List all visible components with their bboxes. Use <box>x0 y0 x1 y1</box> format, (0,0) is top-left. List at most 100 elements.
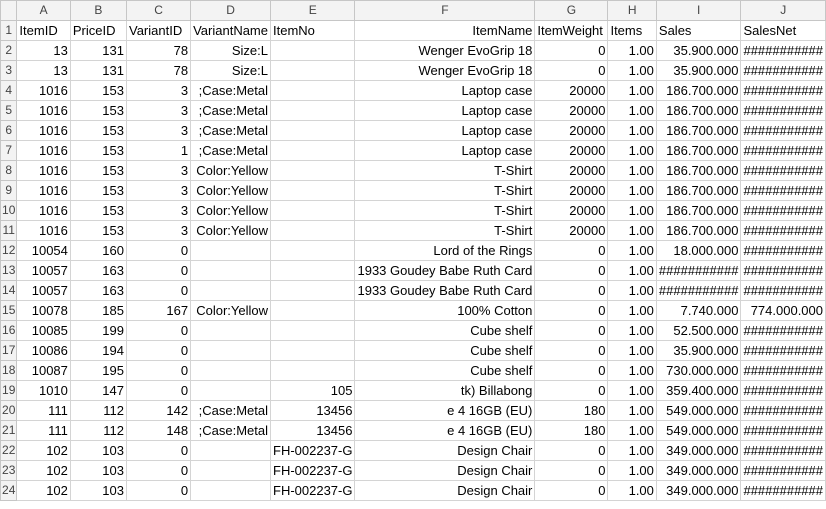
cell-itemid[interactable]: 1016 <box>16 100 71 121</box>
cell-priceid[interactable]: 112 <box>69 420 127 441</box>
column-header-j[interactable]: J <box>740 0 826 21</box>
cell-itemname[interactable]: Cube shelf <box>354 320 536 341</box>
cell-itemno[interactable] <box>269 260 356 281</box>
cell-sales[interactable]: 349.000.000 <box>655 460 742 481</box>
cell-sales[interactable]: 186.700.000 <box>655 80 742 101</box>
cell-variantname[interactable]: ;Case:Metal <box>190 400 271 421</box>
cell-salesnet[interactable]: ########### <box>740 40 826 61</box>
cell-priceid[interactable]: 112 <box>69 400 127 421</box>
cell-itemweight[interactable]: 20000 <box>534 120 609 141</box>
cell-variantname[interactable] <box>190 320 271 341</box>
cell-variantname[interactable]: Color:Yellow <box>190 160 271 181</box>
cell-itemid[interactable]: 1016 <box>16 180 71 201</box>
cell-variantname[interactable] <box>190 440 271 461</box>
cell-priceid[interactable]: 153 <box>69 160 127 181</box>
cell-variantname[interactable]: ;Case:Metal <box>190 140 271 161</box>
cell-salesnet[interactable]: ########### <box>740 60 826 81</box>
cell-salesnet[interactable]: ########### <box>740 280 826 301</box>
cell-variantname[interactable]: Color:Yellow <box>190 300 271 321</box>
cell-itemname[interactable]: Laptop case <box>354 80 536 101</box>
row-header[interactable]: 7 <box>0 140 18 161</box>
cell-itemid[interactable]: 1016 <box>16 120 71 141</box>
cell-variantid[interactable]: 0 <box>125 240 192 261</box>
cell-salesnet[interactable]: ########### <box>740 120 826 141</box>
cell-variantname[interactable]: Color:Yellow <box>190 220 271 241</box>
row-header[interactable]: 10 <box>0 200 18 221</box>
cell-sales[interactable]: 549.000.000 <box>655 420 742 441</box>
cell-itemweight[interactable]: 20000 <box>534 220 609 241</box>
cell-itemno[interactable] <box>269 140 356 161</box>
row-header[interactable]: 15 <box>0 300 18 321</box>
cell-priceid[interactable]: 153 <box>69 200 127 221</box>
cell-itemname[interactable]: Design Chair <box>354 480 536 501</box>
cell-variantid[interactable]: 3 <box>125 160 192 181</box>
row-header[interactable]: 17 <box>0 340 18 361</box>
cell-priceid[interactable]: 185 <box>69 300 127 321</box>
header-cell-items[interactable]: Items <box>607 20 657 41</box>
cell-itemno[interactable]: 13456 <box>269 400 356 421</box>
header-cell-priceid[interactable]: PriceID <box>69 20 127 41</box>
cell-items[interactable]: 1.00 <box>607 340 657 361</box>
cell-variantname[interactable] <box>190 360 271 381</box>
cell-itemname[interactable]: Cube shelf <box>354 360 536 381</box>
row-header[interactable]: 5 <box>0 100 18 121</box>
cell-priceid[interactable]: 131 <box>69 40 127 61</box>
cell-itemweight[interactable]: 0 <box>534 280 609 301</box>
cell-itemno[interactable]: FH-002237-G <box>269 480 356 501</box>
cell-itemname[interactable]: Cube shelf <box>354 340 536 361</box>
cell-priceid[interactable]: 163 <box>69 280 127 301</box>
header-cell-itemno[interactable]: ItemNo <box>269 20 356 41</box>
row-header[interactable]: 14 <box>0 280 18 301</box>
cell-itemweight[interactable]: 0 <box>534 40 609 61</box>
cell-variantname[interactable]: Color:Yellow <box>190 180 271 201</box>
cell-variantname[interactable] <box>190 460 271 481</box>
cell-salesnet[interactable]: ########### <box>740 460 826 481</box>
cell-variantid[interactable]: 78 <box>125 60 192 81</box>
cell-variantid[interactable]: 3 <box>125 120 192 141</box>
cell-itemid[interactable]: 1016 <box>16 220 71 241</box>
cell-itemno[interactable]: 105 <box>269 380 356 401</box>
cell-itemid[interactable]: 102 <box>16 480 71 501</box>
cell-itemid[interactable]: 10087 <box>16 360 71 381</box>
cell-variantname[interactable] <box>190 240 271 261</box>
cell-priceid[interactable]: 153 <box>69 180 127 201</box>
cell-variantname[interactable]: Size:L <box>190 40 271 61</box>
cell-items[interactable]: 1.00 <box>607 480 657 501</box>
cell-variantid[interactable]: 78 <box>125 40 192 61</box>
cell-salesnet[interactable]: ########### <box>740 160 826 181</box>
cell-salesnet[interactable]: 774.000.000 <box>740 300 826 321</box>
column-header-e[interactable]: E <box>269 0 356 21</box>
cell-variantname[interactable]: Size:L <box>190 60 271 81</box>
cell-itemno[interactable] <box>269 100 356 121</box>
cell-itemid[interactable]: 1016 <box>16 140 71 161</box>
cell-variantid[interactable]: 148 <box>125 420 192 441</box>
cell-itemname[interactable]: e 4 16GB (EU) <box>354 420 536 441</box>
cell-variantid[interactable]: 3 <box>125 180 192 201</box>
cell-sales[interactable]: 349.000.000 <box>655 480 742 501</box>
cell-variantid[interactable]: 0 <box>125 280 192 301</box>
cell-items[interactable]: 1.00 <box>607 220 657 241</box>
cell-itemname[interactable]: T-Shirt <box>354 200 536 221</box>
cell-salesnet[interactable]: ########### <box>740 380 826 401</box>
cell-itemweight[interactable]: 0 <box>534 480 609 501</box>
cell-priceid[interactable]: 103 <box>69 440 127 461</box>
row-header[interactable]: 9 <box>0 180 18 201</box>
cell-salesnet[interactable]: ########### <box>740 200 826 221</box>
cell-itemname[interactable]: 1933 Goudey Babe Ruth Card <box>354 260 536 281</box>
cell-salesnet[interactable]: ########### <box>740 140 826 161</box>
column-header-i[interactable]: I <box>655 0 742 21</box>
cell-itemid[interactable]: 10078 <box>16 300 71 321</box>
cell-salesnet[interactable]: ########### <box>740 100 826 121</box>
cell-variantid[interactable]: 1 <box>125 140 192 161</box>
row-header[interactable]: 13 <box>0 260 18 281</box>
cell-priceid[interactable]: 147 <box>69 380 127 401</box>
row-header[interactable]: 2 <box>0 40 18 61</box>
cell-items[interactable]: 1.00 <box>607 160 657 181</box>
cell-items[interactable]: 1.00 <box>607 100 657 121</box>
cell-itemid[interactable]: 10086 <box>16 340 71 361</box>
cell-itemno[interactable] <box>269 80 356 101</box>
cell-itemid[interactable]: 1016 <box>16 80 71 101</box>
cell-salesnet[interactable]: ########### <box>740 440 826 461</box>
row-header[interactable]: 3 <box>0 60 18 81</box>
cell-itemname[interactable]: Design Chair <box>354 440 536 461</box>
